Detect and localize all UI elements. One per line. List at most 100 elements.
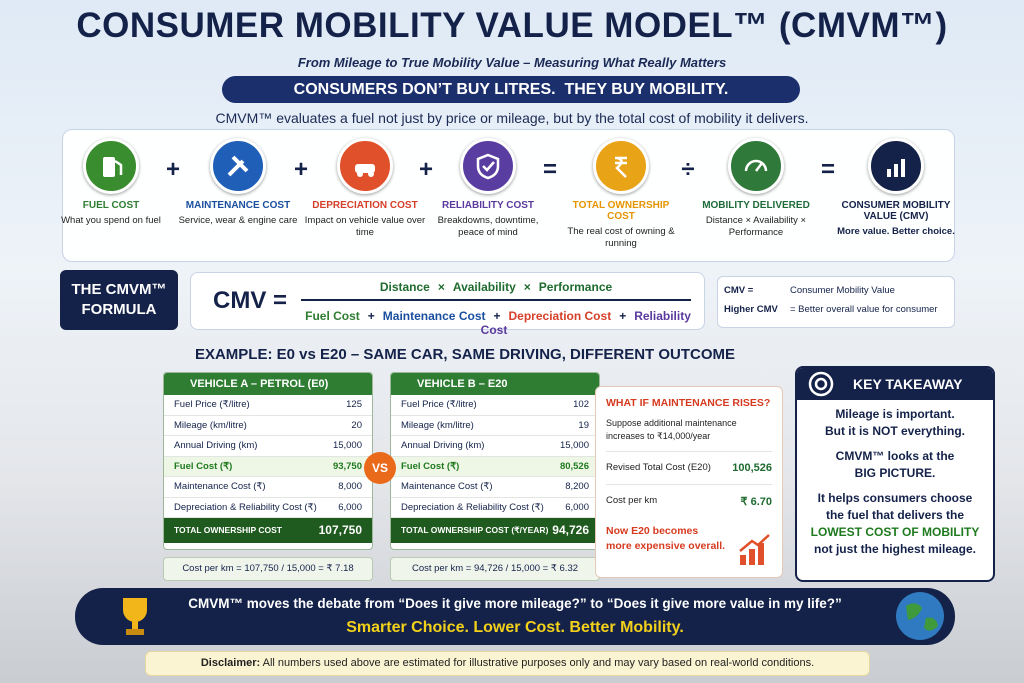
component-icon bbox=[460, 138, 516, 194]
legend-row: CMV = Consumer Mobility Value bbox=[724, 285, 948, 296]
trophy-icon bbox=[123, 598, 147, 635]
component-icon bbox=[868, 138, 924, 194]
banner: CONSUMERS DON’T BUY LITRES. THEY BUY MOB… bbox=[222, 76, 800, 103]
row-value: 102 bbox=[573, 399, 589, 410]
badge-line: FORMULA bbox=[81, 301, 157, 318]
component: RELIABILITY COST Breakdowns, downtime, pe… bbox=[427, 138, 549, 239]
component-icon bbox=[83, 138, 139, 194]
denominator-term: Maintenance Cost bbox=[382, 309, 486, 323]
operator: + bbox=[418, 156, 433, 183]
table-row: Fuel Price (₹/litre) 125 bbox=[164, 395, 372, 416]
what-if-row: Cost per km ₹ 6.70 bbox=[606, 484, 772, 518]
denominator-term: + bbox=[619, 309, 627, 323]
component-icon bbox=[728, 138, 784, 194]
operator: ÷ bbox=[681, 156, 695, 183]
component: CONSUMER MOBILITY VALUE (CMV) More value.… bbox=[835, 138, 957, 238]
takeaway-lines: Mileage is important. But it is NOT every… bbox=[797, 400, 993, 558]
component-desc: Breakdowns, downtime, peace of mind bbox=[437, 215, 539, 238]
denominator: Fuel Cost + Maintenance Cost + Depreciation … bbox=[291, 309, 701, 337]
table-row: Annual Driving (km) 15,000 bbox=[164, 436, 372, 457]
row-label: Depreciation & Reliability Cost (₹) bbox=[174, 501, 317, 513]
globe-icon bbox=[896, 592, 944, 640]
legend-term: Higher CMV bbox=[724, 304, 778, 315]
legend-meaning: = Better overall value for consumer bbox=[790, 304, 938, 315]
vs-badge: VS bbox=[364, 452, 396, 484]
component-desc: Impact on vehicle value over time bbox=[304, 215, 426, 238]
denominator-term: + bbox=[367, 309, 375, 323]
row-value: 15,000 bbox=[559, 440, 589, 451]
takeaway-line: It helps consumers choose bbox=[817, 491, 973, 505]
row-label: Revised Total Cost (E20) bbox=[606, 462, 711, 473]
table-row: Maintenance Cost (₹) 8,200 bbox=[391, 477, 599, 498]
component-label: DEPRECIATION COST bbox=[312, 200, 418, 211]
what-if-text: Suppose additional maintenance increases… bbox=[606, 418, 737, 441]
row-label: Fuel Cost (₹) bbox=[174, 460, 233, 472]
glyph bbox=[103, 157, 123, 177]
operator: + bbox=[293, 156, 308, 183]
total-value: 94,726 bbox=[552, 523, 589, 537]
tagline: Smarter Choice. Lower Cost. Better Mobil… bbox=[346, 619, 684, 636]
footer-banner: CMVM™ moves the debate from “Does it giv… bbox=[75, 588, 955, 645]
vehicle-title: VEHICLE B – E20 bbox=[391, 373, 599, 395]
component-desc: More value. Better choice. bbox=[837, 226, 955, 237]
row-label: Mileage (km/litre) bbox=[174, 419, 247, 431]
legend-term: CMV = bbox=[724, 285, 754, 296]
row-value: 8,200 bbox=[565, 481, 589, 492]
row-label: Fuel Price (₹/litre) bbox=[174, 399, 250, 410]
component-desc: Distance × Availability × Performance bbox=[705, 215, 807, 238]
row-value: 125 bbox=[346, 399, 362, 410]
component-label: MOBILITY DELIVERED bbox=[702, 200, 810, 211]
formula-box: CMV = Distance × Availability × Performance … bbox=[190, 272, 705, 337]
formula-legend: CMV = Consumer Mobility Value Higher CMV = … bbox=[717, 276, 955, 328]
takeaway-line: the fuel that delivers the bbox=[825, 508, 965, 522]
component-label: TOTAL OWNERSHIP COST bbox=[572, 200, 670, 222]
numerator-term: Performance bbox=[538, 280, 613, 294]
component-label: RELIABILITY COST bbox=[441, 200, 535, 211]
disclaimer: Disclaimer: All numbers used above are e… bbox=[145, 651, 870, 676]
row-label: Annual Driving (km) bbox=[401, 440, 485, 451]
legend-row: Higher CMV = Better overall value for con… bbox=[724, 304, 948, 315]
components-panel: FUEL COST What you spend on fuel MAINTENAN… bbox=[61, 129, 957, 262]
table-row: Fuel Cost (₹) 80,526 bbox=[391, 456, 599, 477]
total-value: 107,750 bbox=[318, 523, 362, 537]
cost-per-km: Cost per km = 107,750 / 15,000 = ₹ 7.18 bbox=[163, 557, 373, 581]
operator: = bbox=[820, 156, 835, 183]
denominator-term: Fuel Cost bbox=[305, 309, 360, 323]
title: CONSUMER MOBILITY VALUE MODEL™ (CMVM™) bbox=[76, 6, 948, 45]
row-value: 8,000 bbox=[338, 481, 362, 492]
numerator: Distance × Availability × Performance bbox=[301, 280, 691, 294]
row-label: Cost per km bbox=[606, 495, 658, 506]
numerator-term: Availability bbox=[452, 280, 516, 294]
table-row: Maintenance Cost (₹) 8,000 bbox=[164, 477, 372, 498]
target-icon bbox=[808, 371, 834, 397]
numerator-term: × bbox=[523, 280, 531, 294]
legend-meaning: Consumer Mobility Value bbox=[790, 285, 895, 296]
row-label: Fuel Price (₹/litre) bbox=[401, 399, 477, 410]
glyph bbox=[476, 153, 500, 180]
glyph bbox=[227, 155, 249, 177]
component: FUEL COST What you spend on fuel bbox=[50, 138, 172, 227]
glyph bbox=[355, 164, 375, 177]
total-row: TOTAL OWNERSHIP COST (₹/YEAR) 94,726 bbox=[391, 518, 599, 543]
subtitle: From Mileage to True Mobility Value – Me… bbox=[297, 55, 727, 70]
takeaway-line: CMVM™ looks at the bbox=[835, 449, 955, 463]
row-label: Mileage (km/litre) bbox=[401, 419, 474, 431]
what-if-title: WHAT IF MAINTENANCE RISES? bbox=[606, 397, 771, 409]
takeaway-line: BIG PICTURE. bbox=[854, 466, 936, 480]
row-value: 80,526 bbox=[559, 460, 589, 472]
numerator-term: × bbox=[437, 280, 445, 294]
denominator-term: Depreciation Cost bbox=[508, 309, 612, 323]
rising-chart-icon bbox=[739, 534, 770, 565]
disclaimer-label: Disclaimer: bbox=[200, 657, 261, 669]
row-label: Depreciation & Reliability Cost (₹) bbox=[401, 501, 544, 513]
component: MAINTENANCE COST Service, wear & engine c… bbox=[177, 138, 299, 227]
component-label: MAINTENANCE COST bbox=[185, 200, 291, 211]
total-label: TOTAL OWNERSHIP COST (₹/YEAR) bbox=[401, 525, 549, 535]
component: MOBILITY DELIVERED Distance × Availabilit… bbox=[695, 138, 817, 239]
vehicle-title: VEHICLE A – PETROL (E0) bbox=[164, 373, 372, 395]
component-label: CONSUMER MOBILITY VALUE (CMV) bbox=[841, 200, 951, 222]
component-icon bbox=[210, 138, 266, 194]
what-if-rows: Revised Total Cost (E20) 100,526 Cost per … bbox=[606, 451, 772, 518]
takeaway-line: not just the highest mileage. bbox=[813, 542, 977, 556]
